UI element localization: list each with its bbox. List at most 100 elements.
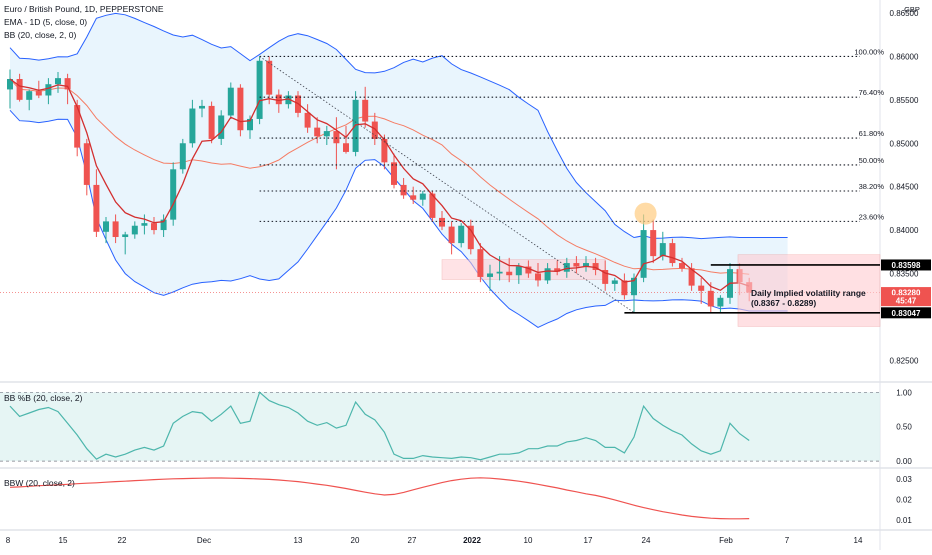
y-tick-label: 0.84500 — [890, 183, 919, 192]
candle-body — [448, 226, 455, 244]
price-tag-label: 45:47 — [896, 297, 917, 306]
candle-body — [458, 225, 465, 244]
candle-body — [160, 219, 167, 231]
bbw-line — [9, 477, 750, 520]
candle-body — [602, 270, 609, 284]
candle-body — [439, 217, 445, 227]
candle-body — [266, 60, 273, 95]
candle-body — [659, 243, 666, 257]
bbw-tick-label: 0.01 — [896, 516, 912, 525]
candle-body — [650, 230, 657, 257]
x-tick-label: 7 — [785, 536, 790, 545]
pctb-tick-label: 0.50 — [896, 423, 912, 432]
bbw-pane-title: BBW (20, close, 2) — [4, 478, 75, 488]
price-tag-label: 0.83047 — [892, 309, 921, 318]
x-tick-label: 17 — [584, 536, 593, 545]
candle-body — [669, 243, 676, 264]
fib-label: 61.80% — [859, 129, 885, 138]
candle-body — [199, 105, 205, 109]
x-tick-label: 22 — [118, 536, 127, 545]
volatility-range-box — [737, 254, 881, 327]
candle-body — [707, 290, 714, 307]
candle-body — [304, 112, 311, 128]
candle-body — [573, 263, 580, 267]
candle-body — [640, 230, 647, 278]
candle-body — [400, 184, 407, 196]
candle-body — [535, 273, 541, 281]
y-tick-label: 0.86500 — [890, 9, 919, 18]
candle-body — [285, 95, 292, 105]
x-tick-label: 14 — [854, 536, 863, 545]
candle-body — [554, 268, 561, 272]
candle-body — [237, 87, 244, 131]
x-tick-label: 27 — [408, 536, 417, 545]
y-tick-label: 0.85500 — [890, 96, 919, 105]
candle-body — [26, 91, 33, 100]
candle-body — [208, 105, 215, 139]
candle-body — [515, 266, 522, 276]
candle-body — [391, 162, 397, 185]
candle-body — [698, 285, 705, 291]
candle-body — [55, 78, 61, 85]
candle-body — [45, 84, 52, 96]
pctb-line — [9, 391, 750, 461]
candle-body — [631, 277, 637, 296]
candle-body — [496, 271, 503, 274]
candle-body — [429, 193, 436, 218]
y-tick-label: 0.84000 — [890, 226, 919, 235]
y-tick-label: 0.82500 — [890, 356, 919, 365]
candle-body — [64, 78, 71, 90]
candle-body — [333, 131, 340, 144]
candle-body — [381, 138, 388, 163]
candle-body — [74, 105, 81, 148]
price-tag — [881, 295, 931, 307]
touch-marker — [634, 202, 657, 225]
candle-body — [93, 184, 100, 232]
y-tick-label: 0.83500 — [890, 269, 919, 278]
candle-body — [371, 121, 378, 139]
candle-body — [621, 280, 628, 296]
candle-body — [151, 223, 157, 231]
candle-body — [419, 193, 426, 200]
candle-body — [362, 99, 369, 122]
candle-body — [256, 60, 263, 119]
candle-body — [141, 223, 148, 226]
candle-body — [583, 263, 589, 267]
candle-body — [717, 297, 724, 307]
candle-body — [506, 271, 513, 276]
candle-body — [112, 221, 119, 238]
candle-body — [170, 169, 177, 220]
pctb-tick-label: 0.00 — [896, 457, 912, 466]
candle-body — [179, 143, 186, 170]
candle-body — [7, 79, 13, 90]
indicator-bb-label: BB (20, close, 2, 0) — [4, 30, 77, 40]
candle-body — [487, 273, 493, 277]
bollinger-fill — [10, 13, 788, 328]
candle-body — [544, 268, 551, 281]
candle-body — [592, 263, 599, 271]
y-tick-label: 0.85000 — [890, 139, 919, 148]
annotation-line1: Daily Implied volatility range — [751, 288, 866, 298]
bbw-tick-label: 0.03 — [896, 475, 912, 484]
candle-body — [343, 143, 349, 152]
annotation-line2: (0.8367 - 0.8289) — [751, 298, 816, 308]
price-tag — [881, 307, 931, 319]
candle-body — [218, 115, 225, 139]
pctb-pane-title: BB %B (20, close, 2) — [4, 393, 83, 403]
bollinger-lower — [9, 109, 788, 328]
price-tag-label: 0.83280 — [892, 289, 921, 298]
indicator-ema-label: EMA - 1D (5, close, 0) — [4, 17, 88, 27]
candle-body — [410, 195, 417, 200]
candle-body — [131, 225, 138, 235]
candle-body — [477, 249, 484, 277]
x-tick-label: Feb — [719, 536, 733, 545]
bollinger-upper — [9, 12, 788, 240]
x-tick-label: 13 — [294, 536, 303, 545]
bollinger-basis — [9, 78, 750, 275]
candle-body — [323, 131, 330, 137]
price-tag — [881, 287, 931, 299]
currency-label: GBP — [904, 5, 920, 14]
candle-body — [679, 263, 685, 269]
